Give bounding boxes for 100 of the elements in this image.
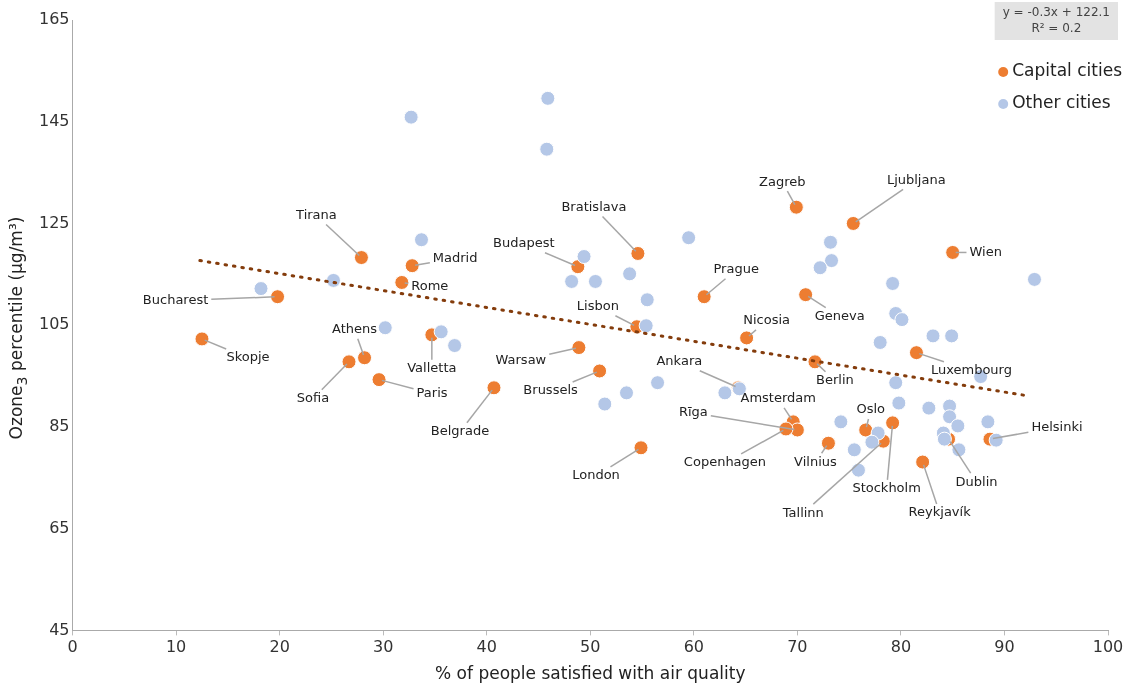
point — [539, 141, 555, 157]
point — [639, 292, 655, 308]
point — [650, 375, 666, 391]
point — [576, 249, 592, 265]
point — [888, 375, 904, 391]
annotation: Bucharest — [142, 292, 209, 308]
point — [885, 275, 901, 291]
point — [988, 432, 1004, 448]
annotation: Copenhagen — [683, 454, 767, 470]
point — [194, 331, 210, 347]
annotation: Belgrade — [430, 423, 490, 439]
point — [622, 266, 638, 282]
point — [564, 273, 580, 289]
point — [891, 395, 907, 411]
annotation: Oslo — [856, 401, 886, 417]
point — [253, 281, 269, 297]
point — [820, 435, 836, 451]
annotation: Ljubljana — [886, 171, 946, 187]
point — [638, 318, 654, 334]
annotation: Warsaw — [495, 351, 547, 367]
point — [846, 442, 862, 458]
point — [371, 372, 387, 388]
point — [404, 258, 420, 274]
point — [980, 414, 996, 430]
y-tick-label: 125 — [38, 212, 70, 232]
annotation: Stockholm — [852, 480, 921, 496]
point — [936, 431, 952, 447]
point — [833, 414, 849, 430]
point — [681, 230, 697, 246]
legend-label: Other cities — [1012, 92, 1111, 113]
x-tick-label: 70 — [787, 637, 808, 657]
point — [633, 440, 649, 456]
point — [894, 312, 910, 328]
point — [908, 345, 924, 361]
point — [486, 380, 502, 396]
annotation: Athens — [332, 321, 378, 337]
annotation: Skopje — [226, 349, 270, 365]
point — [798, 287, 814, 303]
y-tick-label: 85 — [49, 416, 70, 436]
annotation: Berlin — [816, 372, 854, 388]
point — [597, 396, 613, 412]
point — [872, 335, 888, 350]
annotation: Ankara — [656, 353, 703, 369]
annotation: Tallinn — [781, 504, 824, 520]
point — [823, 234, 838, 250]
point — [394, 274, 410, 290]
point — [864, 434, 880, 450]
annotation: Zagreb — [759, 173, 806, 189]
point — [942, 409, 958, 425]
point — [540, 90, 556, 106]
point — [341, 354, 357, 370]
annotation: Dublin — [955, 473, 998, 489]
point — [950, 418, 966, 434]
annotation: Bratislava — [561, 198, 627, 214]
x-tick-label: 90 — [994, 637, 1015, 657]
point — [353, 250, 369, 266]
point — [619, 385, 635, 401]
x-tick-label: 0 — [67, 637, 78, 657]
x-tick-label: 60 — [683, 637, 704, 657]
annotation: Brussels — [523, 382, 579, 398]
annotation: Reykjavík — [908, 504, 972, 520]
point — [447, 338, 463, 354]
annotation: Geneva — [814, 308, 865, 324]
annotation: Helsinki — [1031, 418, 1083, 434]
point — [915, 454, 931, 470]
annotation: Vilnius — [794, 453, 837, 469]
annotation: Prague — [713, 261, 759, 277]
annotation: Paris — [416, 385, 448, 400]
annotation: R² = 0.2 — [1031, 21, 1082, 36]
point — [377, 320, 393, 336]
point — [944, 328, 960, 344]
annotation: London — [572, 467, 620, 483]
point — [270, 289, 286, 305]
y-tick-label: 105 — [38, 314, 70, 334]
x-tick-label: 30 — [373, 637, 394, 657]
annotation: Budapest — [493, 235, 555, 251]
point — [571, 340, 587, 356]
point — [433, 324, 449, 340]
annotation: Sofia — [296, 390, 330, 406]
point — [717, 385, 733, 401]
annotation: Luxembourg — [930, 362, 1012, 378]
legend-label: Capital cities — [1012, 60, 1123, 81]
point — [1026, 271, 1042, 287]
point — [592, 363, 608, 379]
annotation: Madrid — [432, 250, 478, 266]
point — [357, 350, 373, 366]
annotation: Valletta — [407, 360, 457, 376]
point — [403, 109, 419, 125]
point — [630, 245, 646, 261]
point — [945, 244, 961, 260]
annotation: Wien — [969, 243, 1002, 259]
annotation: Tirana — [295, 206, 337, 222]
point — [885, 415, 901, 431]
x-tick-label: 20 — [269, 637, 290, 657]
point — [845, 215, 861, 231]
annotation: Lisbon — [576, 298, 619, 314]
point — [739, 330, 755, 346]
point — [413, 232, 429, 248]
point — [788, 199, 804, 215]
point — [812, 260, 828, 276]
